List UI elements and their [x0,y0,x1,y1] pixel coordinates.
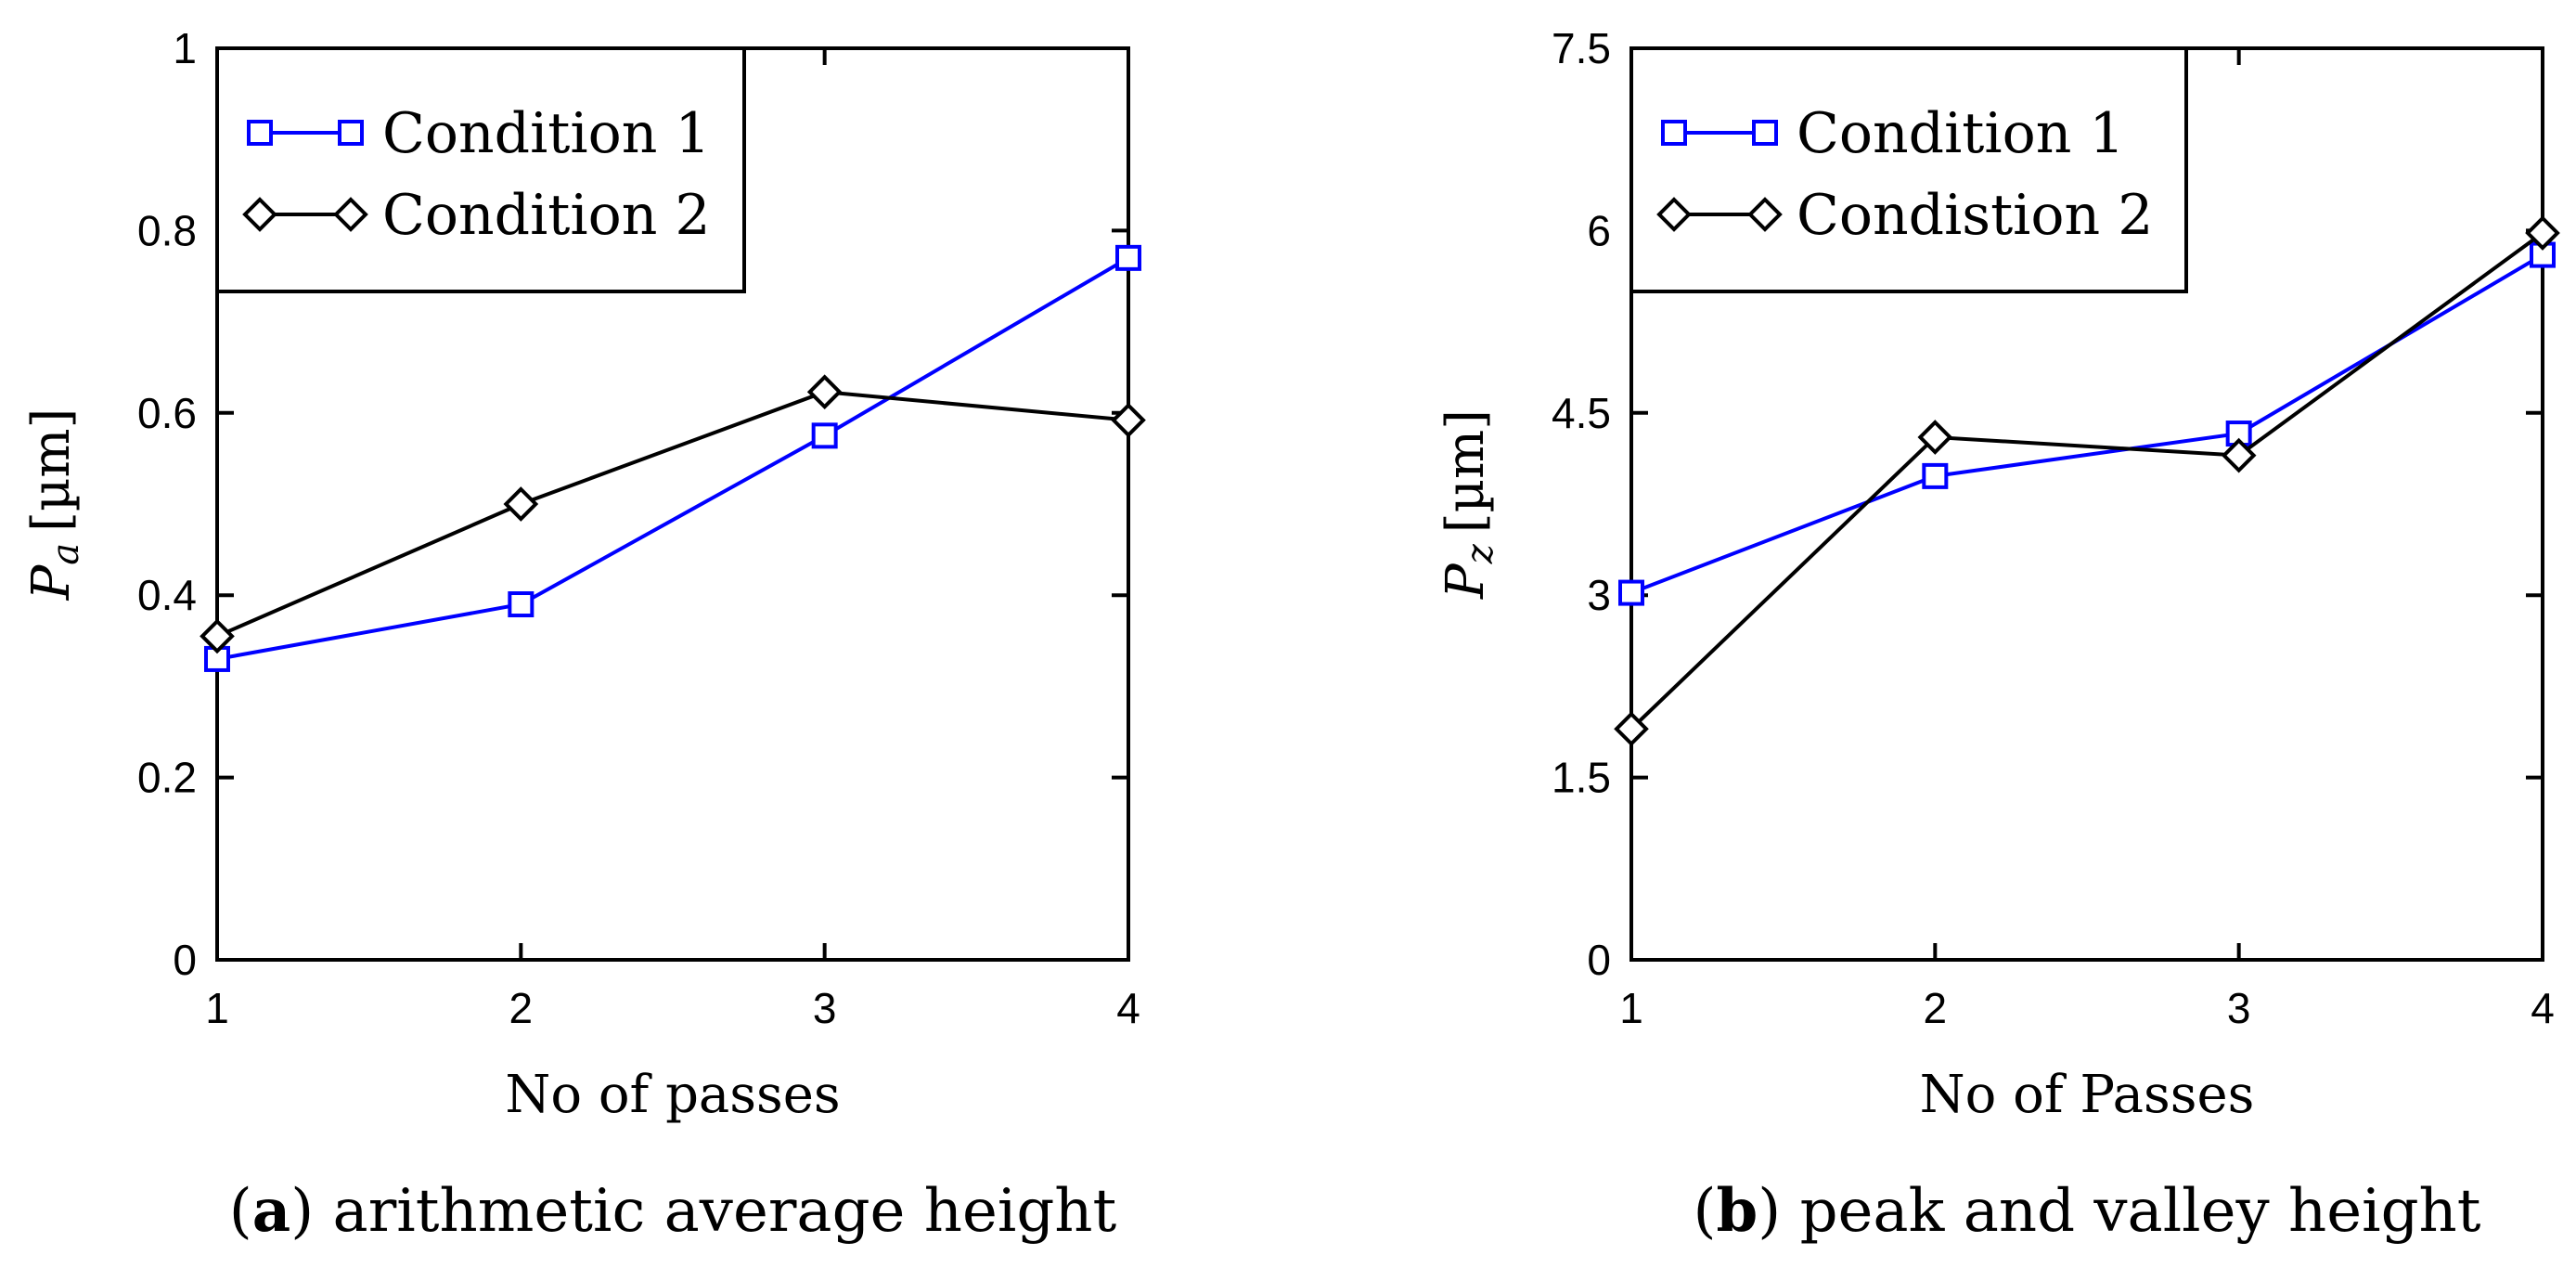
b-series [1614,215,2560,747]
a-series-1-point [811,422,838,449]
a-legend-marker-1 [247,120,273,146]
a-series [200,244,1146,672]
legend-b: Condition 1 Condistion 2 [1629,46,2188,293]
b-legend-marker-2 [1747,197,1783,232]
a-xtick-label: 1 [205,984,229,1032]
panel-a: 0 0.2 0.4 0.6 0.8 1 1 2 3 4 Condition 1 Condition… [21,24,1146,1246]
b-xtick-label: 4 [2531,984,2555,1032]
y-axis-title-a: Pa[µm] [21,408,87,602]
legend-a-label-2: Condition 2 [382,183,711,248]
b-legend-marker-2 [1656,197,1692,232]
b-xtick-label: 3 [2227,984,2251,1032]
legend-box-b [1629,46,2188,293]
b-series-2-point [1917,420,1953,455]
b-ytick-label: 1.5 [1552,754,1611,802]
legend-b-label-1: Condition 1 [1797,101,2125,166]
a-xtick-label: 4 [1116,984,1140,1032]
a-ytick-label: 0 [173,936,197,984]
a-series-line-1 [216,256,1130,661]
a-ytick-label: 1 [173,24,197,72]
b-ytick-label: 0 [1587,936,1611,984]
b-series-2-point [2525,215,2560,251]
a-series-2-point [200,618,235,654]
b-series-line-2 [1629,231,2544,731]
a-xtick-label: 3 [813,984,837,1032]
b-legend-marker-1 [1752,120,1778,146]
a-series-1-point [1115,244,1141,271]
caption-b: (b) peak and valley height [1694,1176,2481,1246]
b-series-2-point [1614,711,1649,747]
b-series-2-point [2221,437,2257,473]
panel-b: 0 1.5 3 4.5 6 7.5 1 2 3 4 Condition 1 Condistion … [1436,24,2560,1246]
legend-a-label-1: Condition 1 [382,101,711,166]
x-axis-title-b: No of Passes [1920,1065,2255,1125]
b-xtick-label: 1 [1619,984,1643,1032]
b-ticks: 0 1.5 3 4.5 6 7.5 1 2 3 4 [1552,24,2555,1032]
b-series-1-point [1922,462,1949,489]
a-series-2-point [503,486,539,522]
a-ytick-label: 0.8 [137,206,197,254]
caption-a: (a) arithmetic average height [229,1176,1117,1246]
a-series-1-point [508,591,535,618]
b-legend-marker-1 [1661,120,1687,146]
b-ytick-label: 7.5 [1552,24,1611,72]
a-legend-marker-2 [242,197,277,232]
a-ytick-label: 0.6 [137,389,197,437]
b-ytick-label: 4.5 [1552,389,1611,437]
a-legend-marker-1 [338,120,364,146]
b-ytick-label: 3 [1587,571,1611,619]
legend-a: Condition 1 Condition 2 [215,46,746,293]
y-axis-title-b: Pz[µm] [1436,409,1501,600]
a-xtick-label: 2 [509,984,534,1032]
a-series-line-2 [216,390,1129,639]
b-series-1-point [1618,579,1644,606]
x-axis-title-a: No of passes [505,1065,840,1125]
a-series-2-point [806,374,843,410]
legend-b-label-2: Condistion 2 [1797,183,2153,248]
legend-box-a [215,46,746,293]
b-legend-items [1656,120,1783,232]
a-series-2-point [1111,402,1146,438]
a-ytick-label: 0.2 [137,754,197,802]
b-ytick-label: 6 [1587,206,1611,254]
b-xtick-label: 2 [1924,984,1948,1032]
a-legend-items [242,120,368,232]
a-ytick-label: 0.4 [137,571,197,619]
a-legend-marker-2 [333,197,368,232]
